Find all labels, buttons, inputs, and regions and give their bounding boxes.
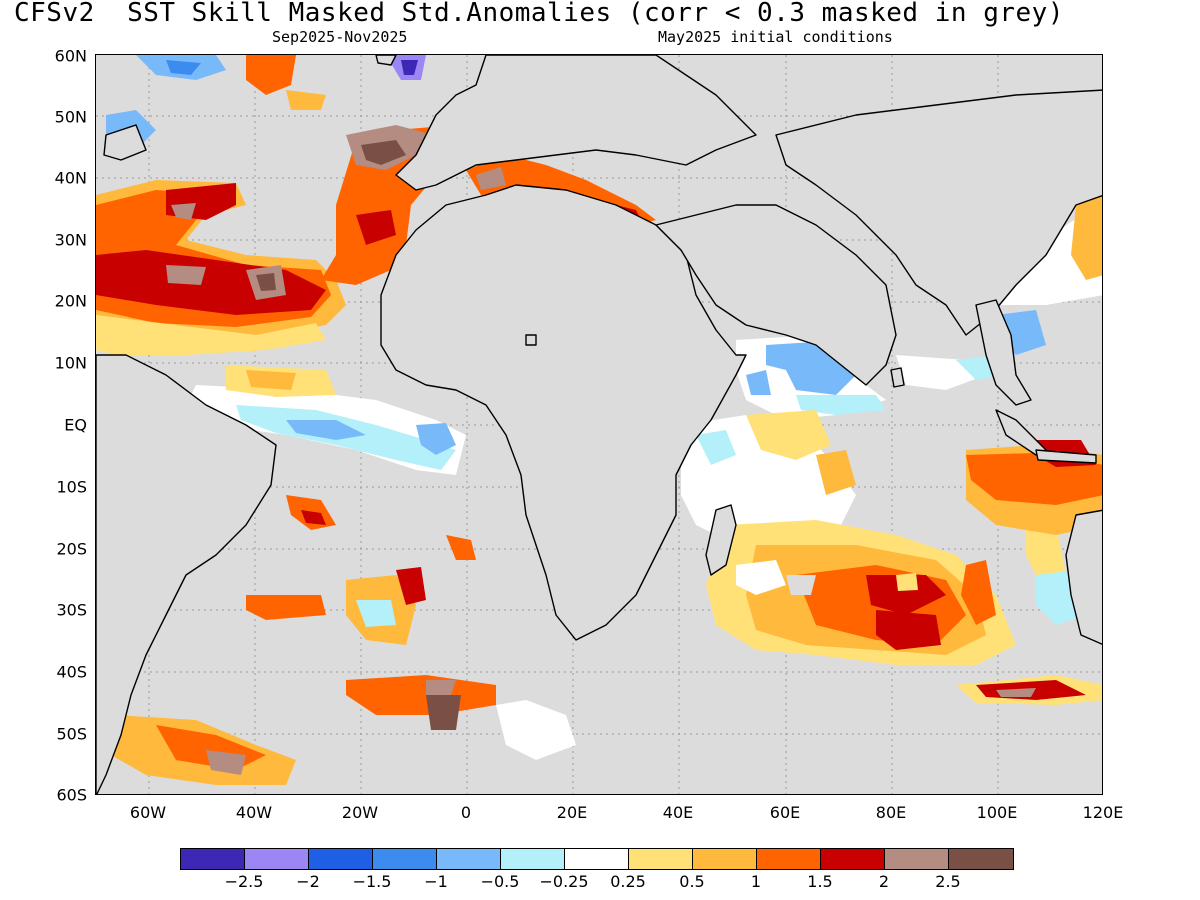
colorbar-swatch <box>373 849 437 869</box>
colorbar-tick-label: −2.5 <box>224 872 264 891</box>
lon-label-40w: 40W <box>235 803 273 822</box>
colorbar-tick-label: −1 <box>424 872 448 891</box>
lat-label-40s: 40S <box>56 662 87 682</box>
map-panel <box>95 54 1103 795</box>
lat-label-50n: 50N <box>54 107 87 127</box>
colorbar <box>180 848 1014 870</box>
colorbar-tick-label: 0.25 <box>610 872 646 891</box>
lat-label-30s: 30S <box>56 600 87 620</box>
colorbar-swatch <box>693 849 757 869</box>
colorbar-swatch <box>181 849 245 869</box>
colorbar-swatch <box>885 849 949 869</box>
colorbar-tick-label: −0.25 <box>539 872 589 891</box>
lat-label-10n: 10N <box>54 353 87 373</box>
colorbar-tick-label: 2 <box>878 872 890 891</box>
lon-label-20w: 20W <box>341 803 379 822</box>
colorbar-swatch <box>949 849 1013 869</box>
anomaly-map <box>96 55 1102 794</box>
colorbar-tick-label: −2 <box>296 872 320 891</box>
colorbar-tick-label: 1 <box>750 872 762 891</box>
colorbar-tick-label: −1.5 <box>352 872 392 891</box>
lon-label-120e: 120E <box>1082 803 1124 822</box>
lon-label-60w: 60W <box>129 803 167 822</box>
lat-label-50s: 50S <box>56 724 87 744</box>
colorbar-tick-label: −0.5 <box>480 872 520 891</box>
colorbar-swatch <box>245 849 309 869</box>
initial-conditions: May2025 initial conditions <box>658 28 893 46</box>
lat-label-20s: 20S <box>56 539 87 559</box>
colorbar-tick-label: 1.5 <box>807 872 833 891</box>
lat-label-eq: EQ <box>64 415 87 435</box>
lon-label-100e: 100E <box>976 803 1018 822</box>
north-atlantic-anomalies <box>96 125 656 355</box>
lon-label-20e: 20E <box>556 803 588 822</box>
land-outlines <box>96 55 1102 794</box>
lon-label-80e: 80E <box>875 803 907 822</box>
colorbar-swatch <box>757 849 821 869</box>
chart-title: CFSv2 SST Skill Masked Std.Anomalies (co… <box>14 0 1064 28</box>
north-indian-ocean-anomalies <box>681 335 1006 555</box>
colorbar-swatch <box>629 849 693 869</box>
lon-label-40e: 40E <box>662 803 694 822</box>
colorbar-swatch <box>437 849 501 869</box>
lon-label-60e: 60E <box>769 803 801 822</box>
tropical-atlantic-anomalies <box>186 365 466 475</box>
colorbar-swatch <box>821 849 885 869</box>
colorbar-swatch <box>565 849 629 869</box>
south-indian-ocean-anomalies <box>706 520 1102 705</box>
lat-label-30n: 30N <box>54 230 87 250</box>
forecast-period: Sep2025-Nov2025 <box>272 28 408 46</box>
colorbar-tick-label: 2.5 <box>935 872 961 891</box>
colorbar-tick-label: 0.5 <box>679 872 705 891</box>
colorbar-swatch <box>501 849 565 869</box>
south-atlantic-anomalies <box>111 495 606 785</box>
lon-label-0: 0 <box>460 803 472 822</box>
lat-label-10s: 10S <box>56 477 87 497</box>
lat-label-60s: 60S <box>56 785 87 805</box>
lat-label-60n: 60N <box>54 46 87 66</box>
lat-label-20n: 20N <box>54 291 87 311</box>
lat-label-40n: 40N <box>54 168 87 188</box>
colorbar-swatch <box>309 849 373 869</box>
